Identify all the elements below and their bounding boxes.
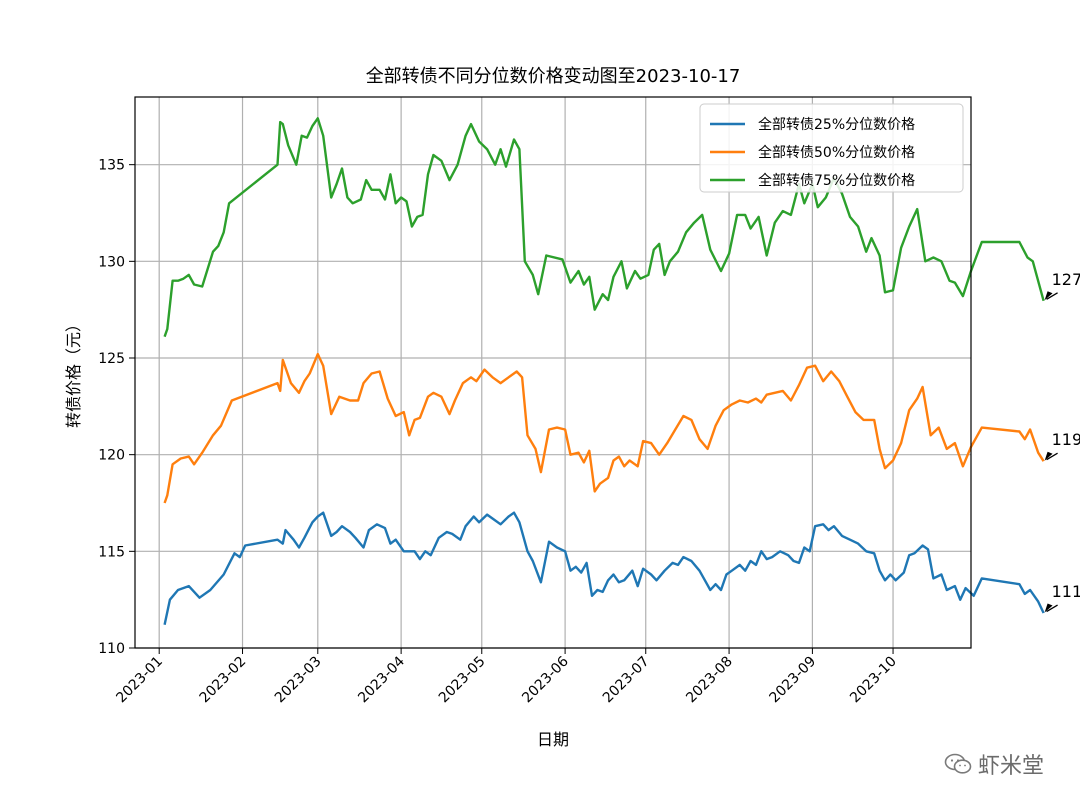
annotation-label: 127.96元	[1052, 270, 1080, 289]
x-tick-label: 2023-02	[197, 654, 250, 707]
legend-entry: 全部转债75%分位数价格	[758, 172, 915, 189]
plot-frame	[134, 96, 972, 649]
x-tick-label: 2023-01	[113, 654, 166, 707]
legend-entry: 全部转债25%分位数价格	[758, 116, 915, 133]
annotation-arrow	[1046, 292, 1058, 300]
series-layer	[163, 117, 1045, 626]
series-line-1	[163, 511, 1045, 626]
grid	[135, 97, 971, 649]
x-tick-label: 2023-06	[519, 653, 572, 706]
y-tick-label: 125	[98, 351, 125, 367]
legend-entry: 全部转债50%分位数价格	[758, 144, 915, 161]
y-tick-label: 130	[98, 254, 125, 270]
annotation-arrowhead	[1044, 451, 1053, 461]
x-tick-label: 2023-04	[355, 653, 408, 706]
x-tick-label: 2023-05	[436, 654, 489, 707]
x-tick-label: 2023-07	[600, 654, 653, 707]
series-line-3	[163, 117, 1045, 338]
annotation-arrowhead	[1044, 603, 1053, 613]
y-ticks: 110 115 120 125 130 135	[98, 158, 135, 657]
x-tick-label: 2023-10	[847, 654, 900, 707]
legend-box	[699, 103, 964, 193]
annotation-label: 119.66元	[1052, 430, 1080, 449]
watermark: 虾米堂	[944, 748, 1044, 780]
annotation-arrowhead	[1044, 291, 1053, 301]
y-tick-label: 110	[98, 641, 125, 657]
wechat-icon	[944, 753, 972, 774]
watermark-text: 虾米堂	[977, 754, 1044, 779]
annotation-arrow	[1046, 452, 1058, 461]
y-tick-label: 120	[98, 448, 125, 464]
x-tick-label: 2023-08	[683, 654, 736, 707]
y-axis-label: 转债价格（元）	[64, 316, 83, 428]
annotation-arrow	[1046, 604, 1058, 613]
annotations: 127.96元 119.66元 111.81元	[1044, 270, 1080, 613]
x-ticks: 2023-01 2023-02 2023-03 2023-04 2023-05 2023-…	[113, 648, 900, 706]
y-tick-label: 115	[98, 544, 125, 560]
y-tick-label: 135	[98, 158, 125, 174]
x-axis-label: 日期	[537, 730, 569, 749]
series-line-2	[163, 352, 1045, 504]
chart-title: 全部转债不同分位数价格变动图至2023-10-17	[366, 66, 741, 87]
x-tick-label: 2023-09	[767, 654, 820, 707]
annotation-label: 111.81元	[1052, 582, 1080, 601]
x-tick-label: 2023-03	[272, 654, 325, 707]
